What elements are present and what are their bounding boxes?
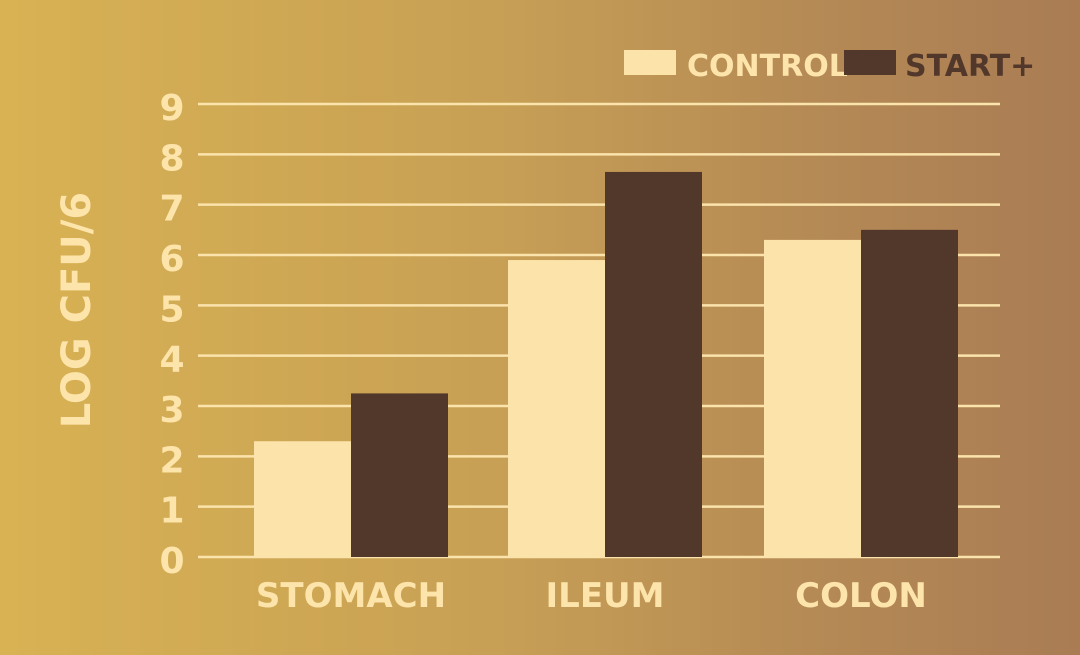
legend-label-control: CONTROL	[687, 49, 848, 84]
y-tick-label: 2	[159, 440, 184, 481]
bar-start-plus-ileum	[605, 171, 702, 557]
legend-swatch-control	[624, 50, 676, 75]
y-tick-label: 8	[159, 138, 184, 179]
y-tick-label: 3	[159, 390, 184, 431]
x-tick-label: ILEUM	[546, 576, 665, 616]
bar-control-colon	[764, 239, 861, 557]
y-tick-label: 4	[159, 340, 184, 381]
y-tick-label: 7	[159, 189, 184, 230]
y-tick-label: 5	[159, 289, 184, 330]
y-axis-label: LOG CFU/6	[54, 192, 100, 428]
bar-start-plus-colon	[861, 229, 958, 558]
y-tick-label: 1	[159, 491, 184, 532]
y-tick-label: 0	[159, 541, 184, 582]
bar-control-ileum	[508, 260, 605, 557]
x-axis-labels: STOMACH ILEUM COLON	[256, 576, 927, 616]
y-tick-label: 9	[159, 88, 184, 129]
legend: CONTROL START+	[624, 49, 1035, 84]
legend-label-start-plus: START+	[905, 49, 1035, 84]
bars	[254, 171, 958, 558]
bar-start-plus-stomach	[351, 393, 448, 557]
x-tick-label: COLON	[795, 576, 927, 616]
legend-swatch-start-plus	[844, 50, 896, 75]
bar-control-stomach	[254, 441, 351, 557]
x-tick-label: STOMACH	[256, 576, 446, 616]
y-axis-ticks: 0 1 2 3 4 5 6 7 8 9	[159, 88, 184, 582]
y-tick-label: 6	[159, 239, 184, 280]
